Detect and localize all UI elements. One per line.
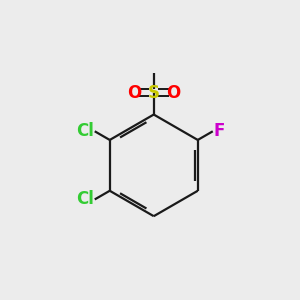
Text: Cl: Cl	[76, 122, 94, 140]
Text: O: O	[166, 84, 181, 102]
Text: Cl: Cl	[76, 190, 94, 208]
Text: S: S	[148, 84, 160, 102]
Text: F: F	[214, 122, 225, 140]
Text: O: O	[127, 84, 141, 102]
